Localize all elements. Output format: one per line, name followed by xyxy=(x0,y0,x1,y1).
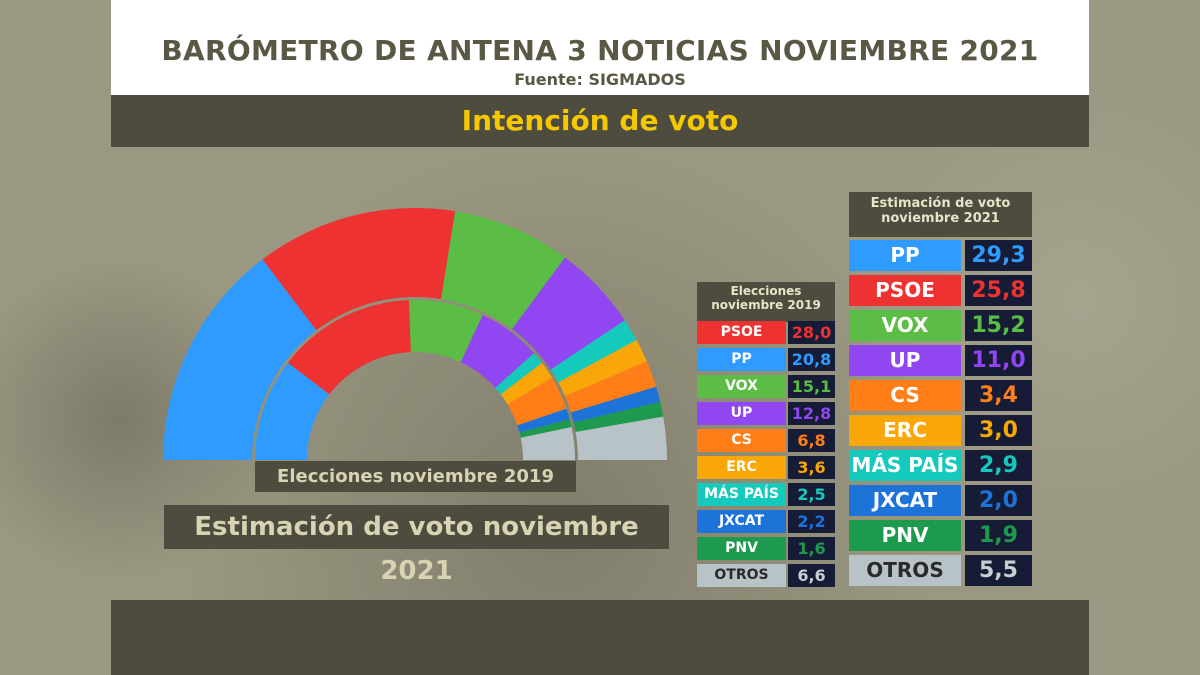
party-value: 15,2 xyxy=(965,310,1032,341)
arc-2021-segment-jxcat xyxy=(570,386,661,423)
table-row-mas-pais: MÁS PAÍS 2,9 xyxy=(849,450,1032,481)
party-value: 2,0 xyxy=(965,485,1032,516)
party-name: UP xyxy=(849,345,961,376)
party-name: OTROS xyxy=(697,564,786,587)
arc-2021-segment-cs xyxy=(564,361,657,413)
arc-2019-segment-cs xyxy=(507,377,567,426)
chart-subtitle: Intención de voto xyxy=(461,104,739,137)
party-value: 2,5 xyxy=(788,483,835,506)
arc-2019-segment-pp xyxy=(255,362,330,460)
party-name: MÁS PAÍS xyxy=(849,450,961,481)
party-value: 5,5 xyxy=(965,555,1032,586)
table-header-2021: Estimación de voto noviembre 2021 xyxy=(849,192,1032,237)
table-row-vox: VOX 15,2 xyxy=(849,310,1032,341)
party-name: MÁS PAÍS xyxy=(697,483,786,506)
party-name: CS xyxy=(697,429,786,452)
arc-2021-segment-erc xyxy=(558,339,647,397)
party-name: PP xyxy=(849,240,961,271)
page-title: BARÓMETRO DE ANTENA 3 NOTICIAS NOVIEMBRE… xyxy=(161,34,1039,67)
party-name: PP xyxy=(697,348,786,371)
party-name: OTROS xyxy=(849,555,961,586)
party-name: PSOE xyxy=(849,275,961,306)
party-value: 12,8 xyxy=(788,402,835,425)
source-label: Fuente: SIGMADOS xyxy=(514,70,686,89)
party-name: PNV xyxy=(697,537,786,560)
table-row-psoe: PSOE 28,0 xyxy=(697,321,835,344)
table-header-2019: Elecciones noviembre 2019 xyxy=(697,282,835,322)
party-value: 6,6 xyxy=(788,564,835,587)
party-name: PNV xyxy=(849,520,961,551)
arc-2021-segment-otros xyxy=(575,416,667,460)
label-elections-2019: Elecciones noviembre 2019 xyxy=(255,461,576,492)
label-estimate-2021: Estimación de voto noviembre 2021 xyxy=(164,505,669,586)
party-name: VOX xyxy=(849,310,961,341)
table-row-cs: CS 3,4 xyxy=(849,380,1032,411)
arc-2019-segment-vox xyxy=(408,300,483,363)
party-value: 6,8 xyxy=(788,429,835,452)
party-name: JXCAT xyxy=(849,485,961,516)
bottom-band xyxy=(111,600,1089,675)
arc-2021-segment-mas-pais xyxy=(550,320,637,383)
arc-2019-segment-psoe xyxy=(287,300,411,395)
arc-2019-segment-up xyxy=(460,315,535,388)
party-value: 3,4 xyxy=(965,380,1032,411)
party-name: JXCAT xyxy=(697,510,786,533)
header: BARÓMETRO DE ANTENA 3 NOTICIAS NOVIEMBRE… xyxy=(111,0,1089,95)
arc-2019-segment-mas-pais xyxy=(495,353,543,395)
table-row-psoe: PSOE 25,8 xyxy=(849,275,1032,306)
party-name: ERC xyxy=(849,415,961,446)
table-row-vox: VOX 15,1 xyxy=(697,375,835,398)
table-row-pp: PP 29,3 xyxy=(849,240,1032,271)
arc-2021-segment-up xyxy=(512,257,625,370)
table-row-up: UP 12,8 xyxy=(697,402,835,425)
party-value: 15,1 xyxy=(788,375,835,398)
party-value: 29,3 xyxy=(965,240,1032,271)
party-value: 3,0 xyxy=(965,415,1032,446)
party-value: 20,8 xyxy=(788,348,835,371)
table-row-jxcat: JXCAT 2,0 xyxy=(849,485,1032,516)
table-row-otros: OTROS 5,5 xyxy=(849,555,1032,586)
party-value: 2,2 xyxy=(788,510,835,533)
arc-2019-segment-erc xyxy=(500,362,553,405)
table-row-cs: CS 6,8 xyxy=(697,429,835,452)
party-value: 28,0 xyxy=(788,321,835,344)
arc-2019-segment-otros xyxy=(520,427,575,460)
table-row-up: UP 11,0 xyxy=(849,345,1032,376)
table-row-erc: ERC 3,0 xyxy=(849,415,1032,446)
party-name: ERC xyxy=(697,456,786,479)
table-row-otros: OTROS 6,6 xyxy=(697,564,835,587)
party-value: 25,8 xyxy=(965,275,1032,306)
arc-2019-segment-jxcat xyxy=(517,408,570,433)
party-value: 1,6 xyxy=(788,537,835,560)
party-name: UP xyxy=(697,402,786,425)
arc-2021-segment-pnv xyxy=(573,401,664,432)
party-name: PSOE xyxy=(697,321,786,344)
table-row-pp: PP 20,8 xyxy=(697,348,835,371)
party-value: 11,0 xyxy=(965,345,1032,376)
subtitle-bar: Intención de voto xyxy=(111,95,1089,147)
party-name: VOX xyxy=(697,375,786,398)
arc-2021-segment-psoe xyxy=(262,207,456,331)
table-row-mas-pais: MÁS PAÍS 2,5 xyxy=(697,483,835,506)
arc-2019-segment-pnv xyxy=(519,419,572,438)
table-row-pnv: PNV 1,6 xyxy=(697,537,835,560)
table-row-jxcat: JXCAT 2,2 xyxy=(697,510,835,533)
table-row-pnv: PNV 1,9 xyxy=(849,520,1032,551)
party-value: 2,9 xyxy=(965,450,1032,481)
table-row-erc: ERC 3,6 xyxy=(697,456,835,479)
party-name: CS xyxy=(849,380,961,411)
party-value: 1,9 xyxy=(965,520,1032,551)
arc-2021-segment-pp xyxy=(163,259,317,460)
arc-2021-segment-vox xyxy=(441,211,566,330)
party-value: 3,6 xyxy=(788,456,835,479)
